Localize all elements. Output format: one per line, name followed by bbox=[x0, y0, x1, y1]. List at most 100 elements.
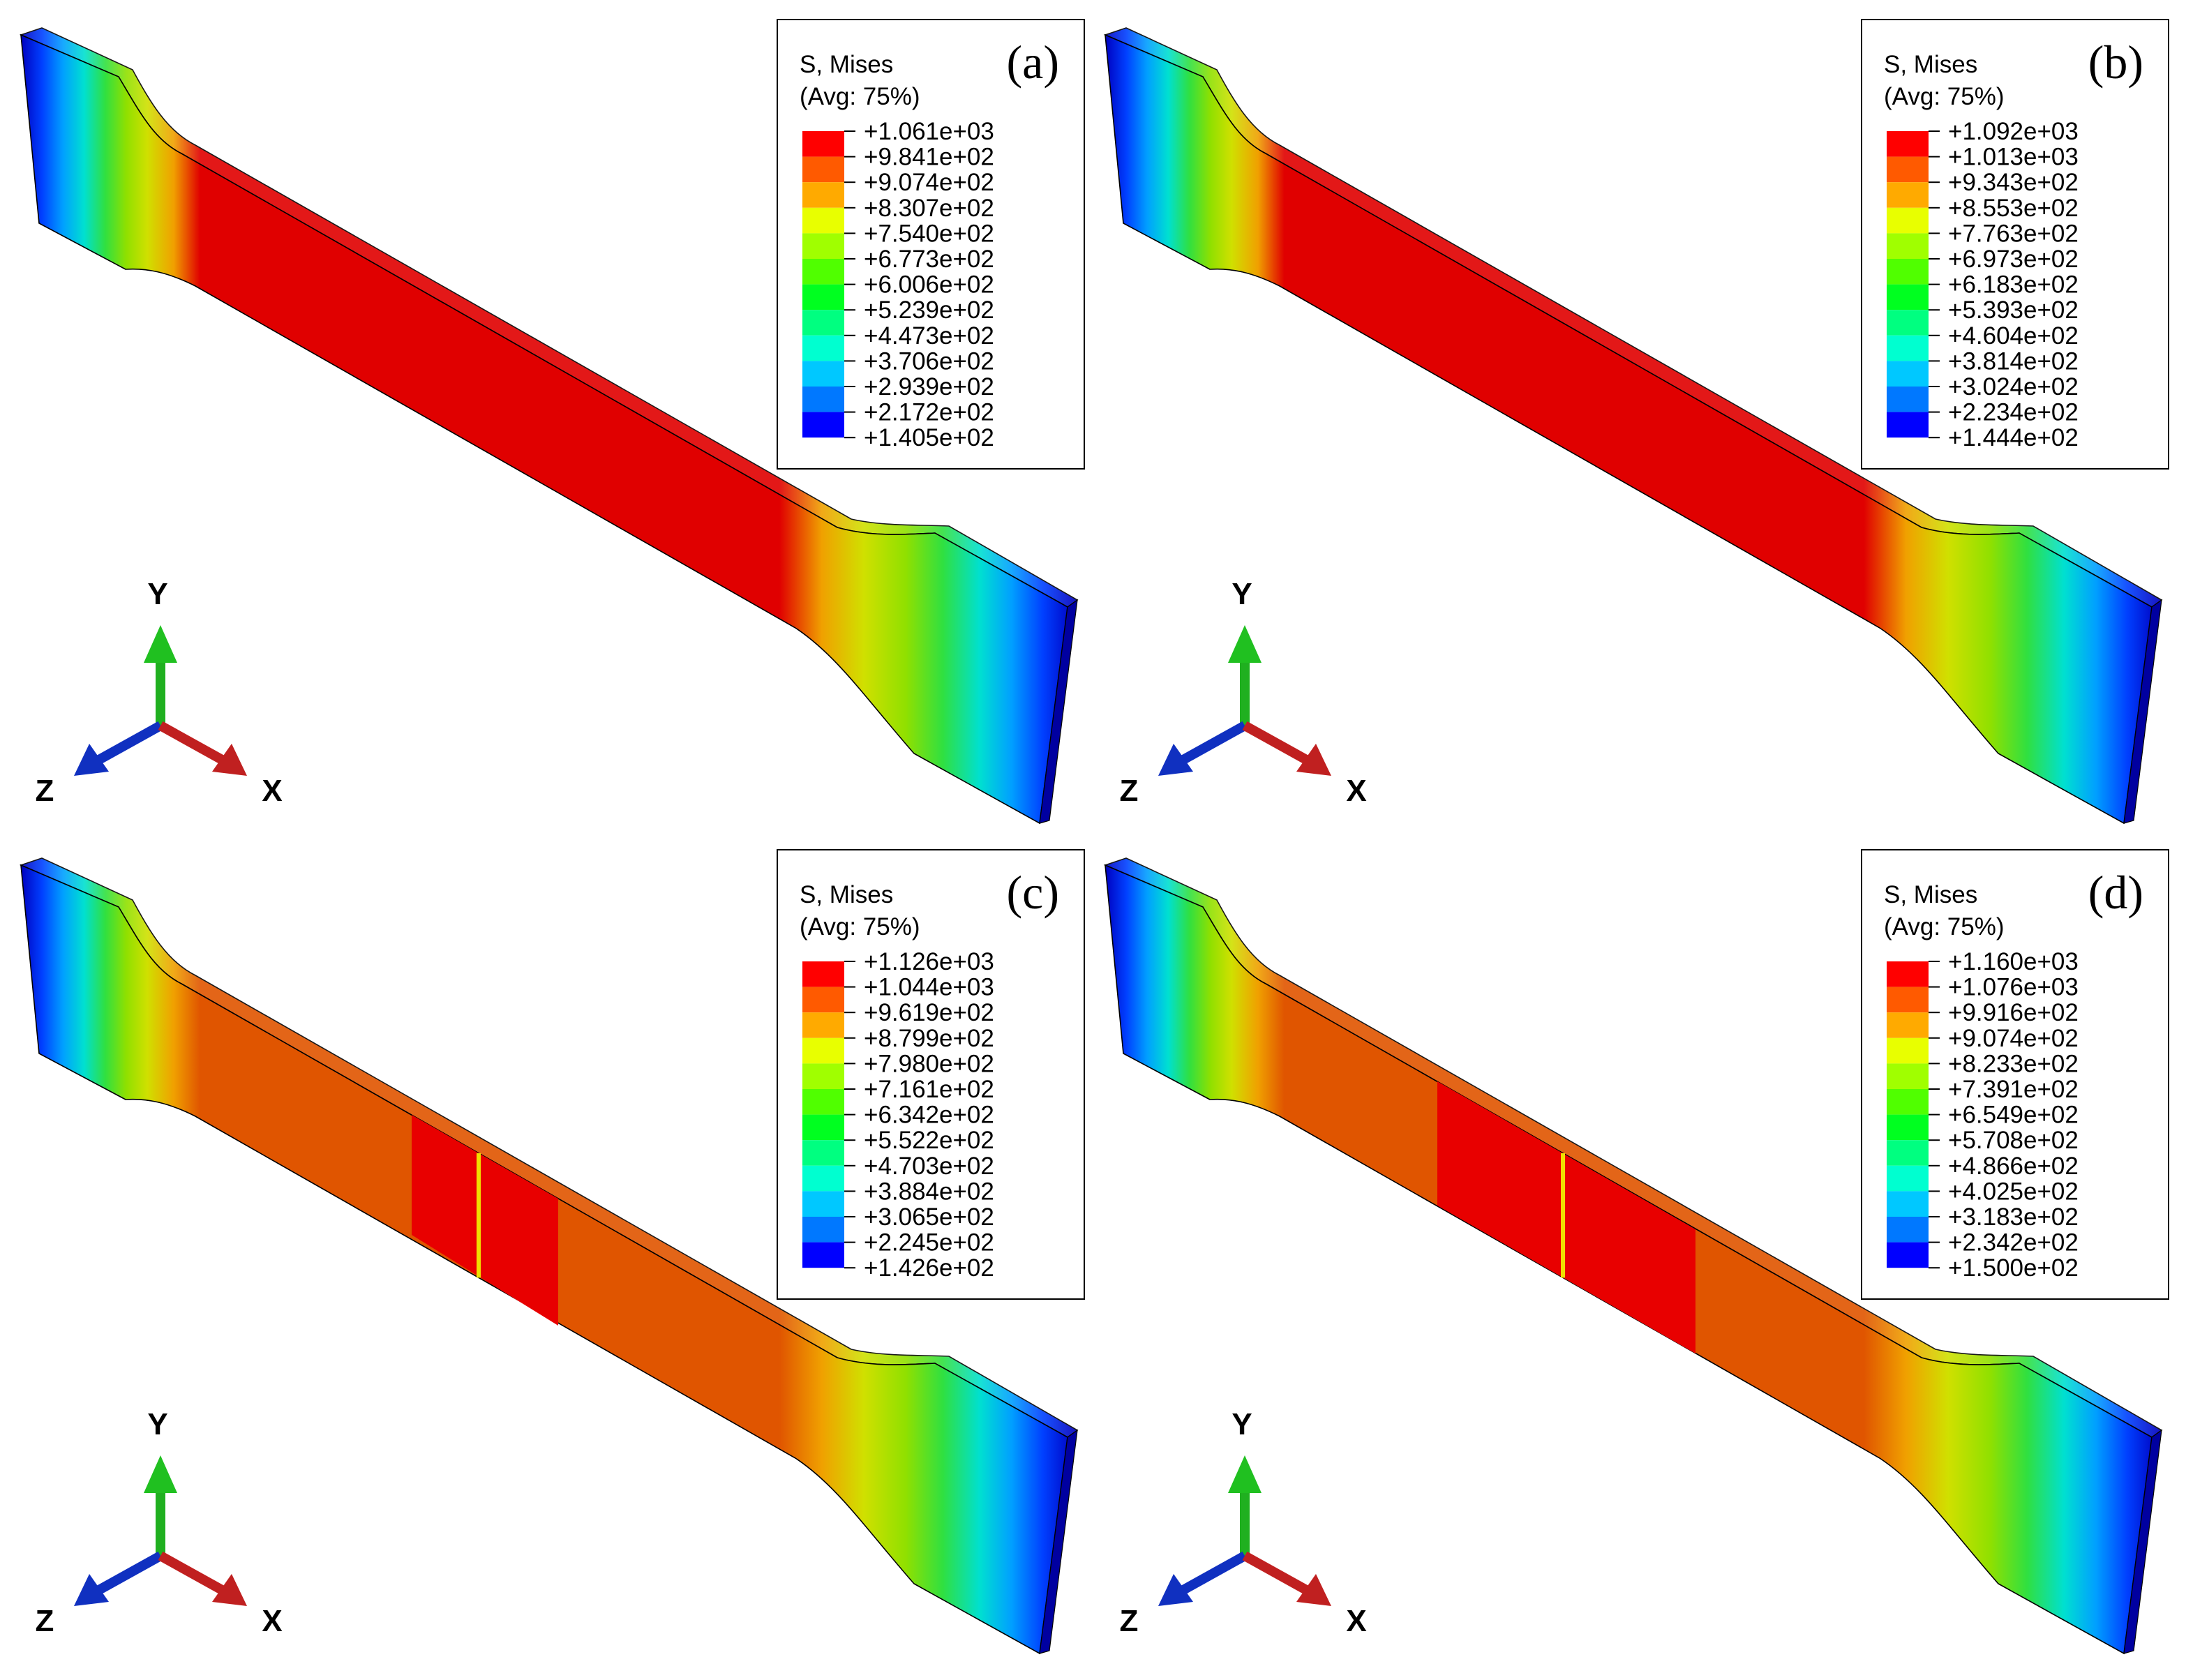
axis-triad: Y Z X bbox=[1120, 1407, 1367, 1638]
legend-value: +1.126e+03 bbox=[864, 948, 994, 975]
legend-value: +9.343e+02 bbox=[1948, 169, 2079, 196]
legend-swatch bbox=[1887, 1191, 1929, 1217]
panel: S, Mises (Avg: 75%) (a) +1.061e+03+9.841e+0… bbox=[19, 19, 1085, 825]
legend-swatch bbox=[802, 1063, 844, 1089]
y-arrow-head bbox=[144, 625, 177, 663]
y-axis-label: Y bbox=[147, 1407, 167, 1441]
y-arrow-head bbox=[1228, 1455, 1262, 1493]
axis-triad: Y Z X bbox=[36, 577, 283, 808]
legend-swatch bbox=[802, 412, 844, 438]
legend-value: +2.172e+02 bbox=[864, 399, 994, 426]
y-axis-label: Y bbox=[1232, 1407, 1252, 1441]
legend-value: +1.092e+03 bbox=[1948, 118, 2079, 145]
legend-swatch bbox=[802, 961, 844, 987]
x-axis-arrow bbox=[1242, 1551, 1310, 1596]
legend-value: +1.013e+03 bbox=[1948, 144, 2079, 171]
legend-swatch bbox=[1887, 259, 1929, 285]
x-axis-label: X bbox=[1346, 774, 1366, 808]
y-axis-label: Y bbox=[1232, 577, 1252, 611]
x-arrow-head bbox=[1296, 1574, 1331, 1606]
z-axis-label: Z bbox=[1120, 774, 1139, 808]
legend-value: +6.183e+02 bbox=[1948, 271, 2079, 299]
specimen-front-face bbox=[1105, 33, 2153, 825]
x-axis-label: X bbox=[262, 774, 282, 808]
legend-swatch bbox=[1887, 361, 1929, 387]
specimen-end-face bbox=[1039, 1429, 1078, 1654]
legend-value: +2.234e+02 bbox=[1948, 399, 2079, 426]
legend-swatch bbox=[802, 259, 844, 285]
specimen-end-face bbox=[2123, 1429, 2162, 1654]
legend-value: +8.553e+02 bbox=[1948, 195, 2079, 222]
legend-swatch bbox=[802, 1242, 844, 1268]
legend-value: +4.866e+02 bbox=[1948, 1153, 2079, 1180]
z-axis-label: Z bbox=[36, 1604, 54, 1638]
legend-value: +6.973e+02 bbox=[1948, 246, 2079, 273]
x-arrow-head bbox=[212, 1574, 247, 1606]
legend-swatch bbox=[802, 207, 844, 234]
z-axis-arrow bbox=[95, 721, 163, 765]
legend: S, Mises (Avg: 75%) (d) +1.160e+03+1.076e+0… bbox=[1861, 849, 2169, 1300]
legend-swatch bbox=[802, 1191, 844, 1217]
legend-value: +9.074e+02 bbox=[864, 169, 994, 196]
legend-value: +9.916e+02 bbox=[1948, 999, 2079, 1026]
z-axis-label: Z bbox=[36, 774, 54, 808]
legend-swatch bbox=[1887, 1140, 1929, 1166]
legend-swatch bbox=[1887, 387, 1929, 412]
legend-swatch bbox=[802, 131, 844, 157]
legend-value: +7.391e+02 bbox=[1948, 1076, 2079, 1103]
x-axis-arrow bbox=[158, 1551, 226, 1596]
legend-value: +9.841e+02 bbox=[864, 144, 994, 171]
legend-swatch bbox=[802, 310, 844, 336]
legend-swatch bbox=[802, 1012, 844, 1038]
x-arrow-head bbox=[1296, 744, 1331, 776]
specimen-end-face bbox=[2123, 599, 2162, 824]
legend-value: +4.025e+02 bbox=[1948, 1178, 2079, 1205]
legend-value: +8.799e+02 bbox=[864, 1025, 994, 1052]
legend-subtitle: (Avg: 75%) bbox=[800, 83, 920, 110]
panel-label: (a) bbox=[1007, 36, 1059, 89]
legend-swatch bbox=[802, 284, 844, 310]
legend-swatch bbox=[1887, 156, 1929, 183]
legend-value: +5.522e+02 bbox=[864, 1127, 994, 1154]
legend-value: +1.500e+02 bbox=[1948, 1254, 2079, 1282]
axis-triad: Y Z X bbox=[1120, 577, 1367, 808]
legend-value: +6.773e+02 bbox=[864, 246, 994, 273]
legend-swatch bbox=[802, 156, 844, 183]
legend-subtitle: (Avg: 75%) bbox=[800, 913, 920, 940]
legend-swatch bbox=[1887, 961, 1929, 987]
legend-value: +9.619e+02 bbox=[864, 999, 994, 1026]
legend-title: S, Mises bbox=[800, 51, 893, 78]
z-axis-arrow bbox=[95, 1551, 163, 1596]
legend-swatch bbox=[1887, 1217, 1929, 1243]
legend-value: +6.006e+02 bbox=[864, 271, 994, 299]
legend-swatch bbox=[1887, 182, 1929, 208]
legend-swatch bbox=[802, 335, 844, 361]
legend-subtitle: (Avg: 75%) bbox=[1884, 83, 2005, 110]
specimen-front-face bbox=[20, 33, 1068, 825]
legend-value: +4.473e+02 bbox=[864, 322, 994, 350]
legend-swatch bbox=[1887, 233, 1929, 259]
legend-value: +3.183e+02 bbox=[1948, 1203, 2079, 1231]
legend-value: +2.342e+02 bbox=[1948, 1229, 2079, 1257]
legend: S, Mises (Avg: 75%) (c) +1.126e+03+1.044e+0… bbox=[777, 849, 1085, 1300]
legend-swatch bbox=[802, 387, 844, 412]
z-arrow-head bbox=[74, 744, 109, 776]
x-axis-arrow bbox=[1242, 721, 1310, 765]
panel-label: (d) bbox=[2088, 866, 2143, 919]
legend-value: +1.044e+03 bbox=[864, 974, 994, 1001]
legend-title: S, Mises bbox=[1884, 51, 1977, 78]
legend-value: +1.444e+02 bbox=[1948, 424, 2079, 451]
legend-value: +3.024e+02 bbox=[1948, 373, 2079, 400]
x-arrow-head bbox=[212, 744, 247, 776]
legend-swatch bbox=[802, 361, 844, 387]
legend-value: +8.307e+02 bbox=[864, 195, 994, 222]
legend-value: +2.939e+02 bbox=[864, 373, 994, 400]
legend-swatch bbox=[802, 1089, 844, 1115]
legend-swatch bbox=[802, 1165, 844, 1192]
x-axis-label: X bbox=[262, 1604, 282, 1638]
legend-swatch bbox=[1887, 207, 1929, 234]
panel: S, Mises (Avg: 75%) (b) +1.092e+03+1.013e+0… bbox=[1103, 19, 2169, 825]
axis-triad: Y Z X bbox=[36, 1407, 283, 1638]
